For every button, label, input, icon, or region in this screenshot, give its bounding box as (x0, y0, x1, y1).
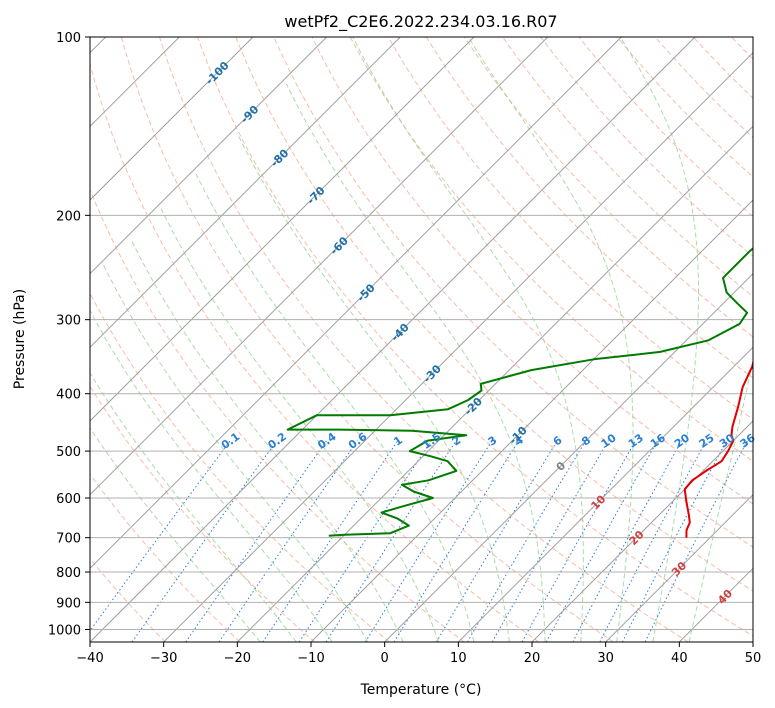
plot-frame (89, 36, 754, 643)
dry-adiabat (90, 188, 465, 642)
y-axis-label: Pressure (hPa) (12, 289, 28, 389)
moist-adiabat (285, 83, 546, 642)
x-tick-label: 40 (671, 651, 688, 666)
skewed-isotherm (457, 346, 753, 642)
dry-adiabat (120, 37, 614, 642)
mixing-ratio-line (521, 440, 637, 642)
x-tick-label: 50 (745, 651, 762, 666)
x-tick-label: −30 (150, 651, 177, 666)
x-tick-label: 30 (597, 651, 614, 666)
y-tick-label: 800 (56, 566, 81, 581)
dry-adiabat (425, 37, 753, 379)
y-tick-label: 200 (56, 209, 81, 224)
mixing-ratio-line (435, 440, 558, 642)
x-tick-label: 20 (524, 651, 541, 666)
y-tick-label: 400 (56, 388, 81, 403)
skewed-isotherm (90, 37, 401, 349)
x-axis: −40 −30 −20 −10 0 10 20 30 40 50 (76, 642, 761, 666)
skewed-isotherm (90, 37, 328, 275)
dry-adiabat (197, 37, 753, 637)
skewed-isotherm (90, 37, 254, 201)
skewed-isotherm (90, 37, 696, 642)
skewed-isotherm (90, 37, 475, 422)
dry-adiabat (349, 37, 753, 462)
mixing-ratio-line (467, 440, 587, 642)
mixing-ratio-line (185, 440, 328, 642)
chart-title: wetPf2_C2E6.2022.234.03.16.R07 (284, 12, 557, 32)
moist-adiabat (195, 173, 475, 642)
skewed-isotherm (310, 199, 753, 642)
dry-adiabat (273, 37, 753, 548)
moist-adiabat (352, 37, 584, 642)
y-tick-label: 100 (56, 31, 81, 46)
mixing-ratio-line (572, 440, 683, 642)
dry-adiabat (159, 37, 689, 642)
skewed-isotherm (90, 37, 549, 496)
y-tick-label: 900 (56, 596, 81, 611)
x-tick-label: 10 (450, 651, 467, 666)
skewed-isotherm (90, 37, 622, 570)
y-tick-label: 700 (56, 532, 81, 547)
temperature-line (683, 359, 753, 538)
mixing-ratio-line (298, 440, 432, 642)
y-tick-label: 300 (56, 314, 81, 329)
skewed-isotherm (605, 493, 753, 642)
moist-adiabat (160, 208, 439, 642)
background-lines (90, 37, 753, 642)
mixing-ratio-line (364, 440, 493, 642)
y-tick-label: 1000 (48, 623, 81, 638)
moist-adiabat (130, 239, 404, 642)
dry-adiabat (90, 62, 540, 642)
moist-adiabat (90, 427, 261, 642)
moist-adiabat (619, 37, 699, 642)
mixing-ratio-line (545, 440, 659, 642)
series-lines (286, 247, 753, 538)
x-axis-label: Temperature (°C) (360, 682, 482, 698)
dry-adiabat (90, 385, 316, 642)
skewed-isotherm (236, 125, 753, 642)
x-tick-label: 0 (381, 651, 389, 666)
dry-adiabat (90, 292, 390, 642)
dry-adiabat (464, 37, 753, 338)
y-tick-label: 500 (56, 445, 81, 460)
skewed-isotherm (384, 272, 753, 642)
y-tick-label: 600 (56, 492, 81, 507)
dry-adiabat (235, 37, 753, 592)
moist-adiabat (688, 358, 753, 642)
y-axis: 100 200 300 400 500 600 700 800 900 1000 (48, 31, 90, 638)
skewed-isotherm (163, 51, 753, 642)
grid-lines (90, 37, 753, 642)
mixing-ratio-line (644, 440, 748, 642)
x-tick-label: −20 (224, 651, 251, 666)
dewpoint-line (286, 247, 753, 537)
skewed-isotherm (531, 420, 753, 642)
dry-adiabat (90, 557, 166, 642)
mixing-ratio-line (90, 440, 231, 632)
mixing-ratio-line (325, 440, 457, 642)
dry-adiabat (90, 473, 241, 642)
mixing-ratio-line (262, 440, 399, 642)
mixing-ratio-line (131, 440, 278, 642)
x-tick-label: −10 (297, 651, 324, 666)
x-tick-label: −40 (76, 651, 103, 666)
moist-adiabat (90, 309, 333, 642)
mixing-ratio-line (218, 440, 358, 642)
